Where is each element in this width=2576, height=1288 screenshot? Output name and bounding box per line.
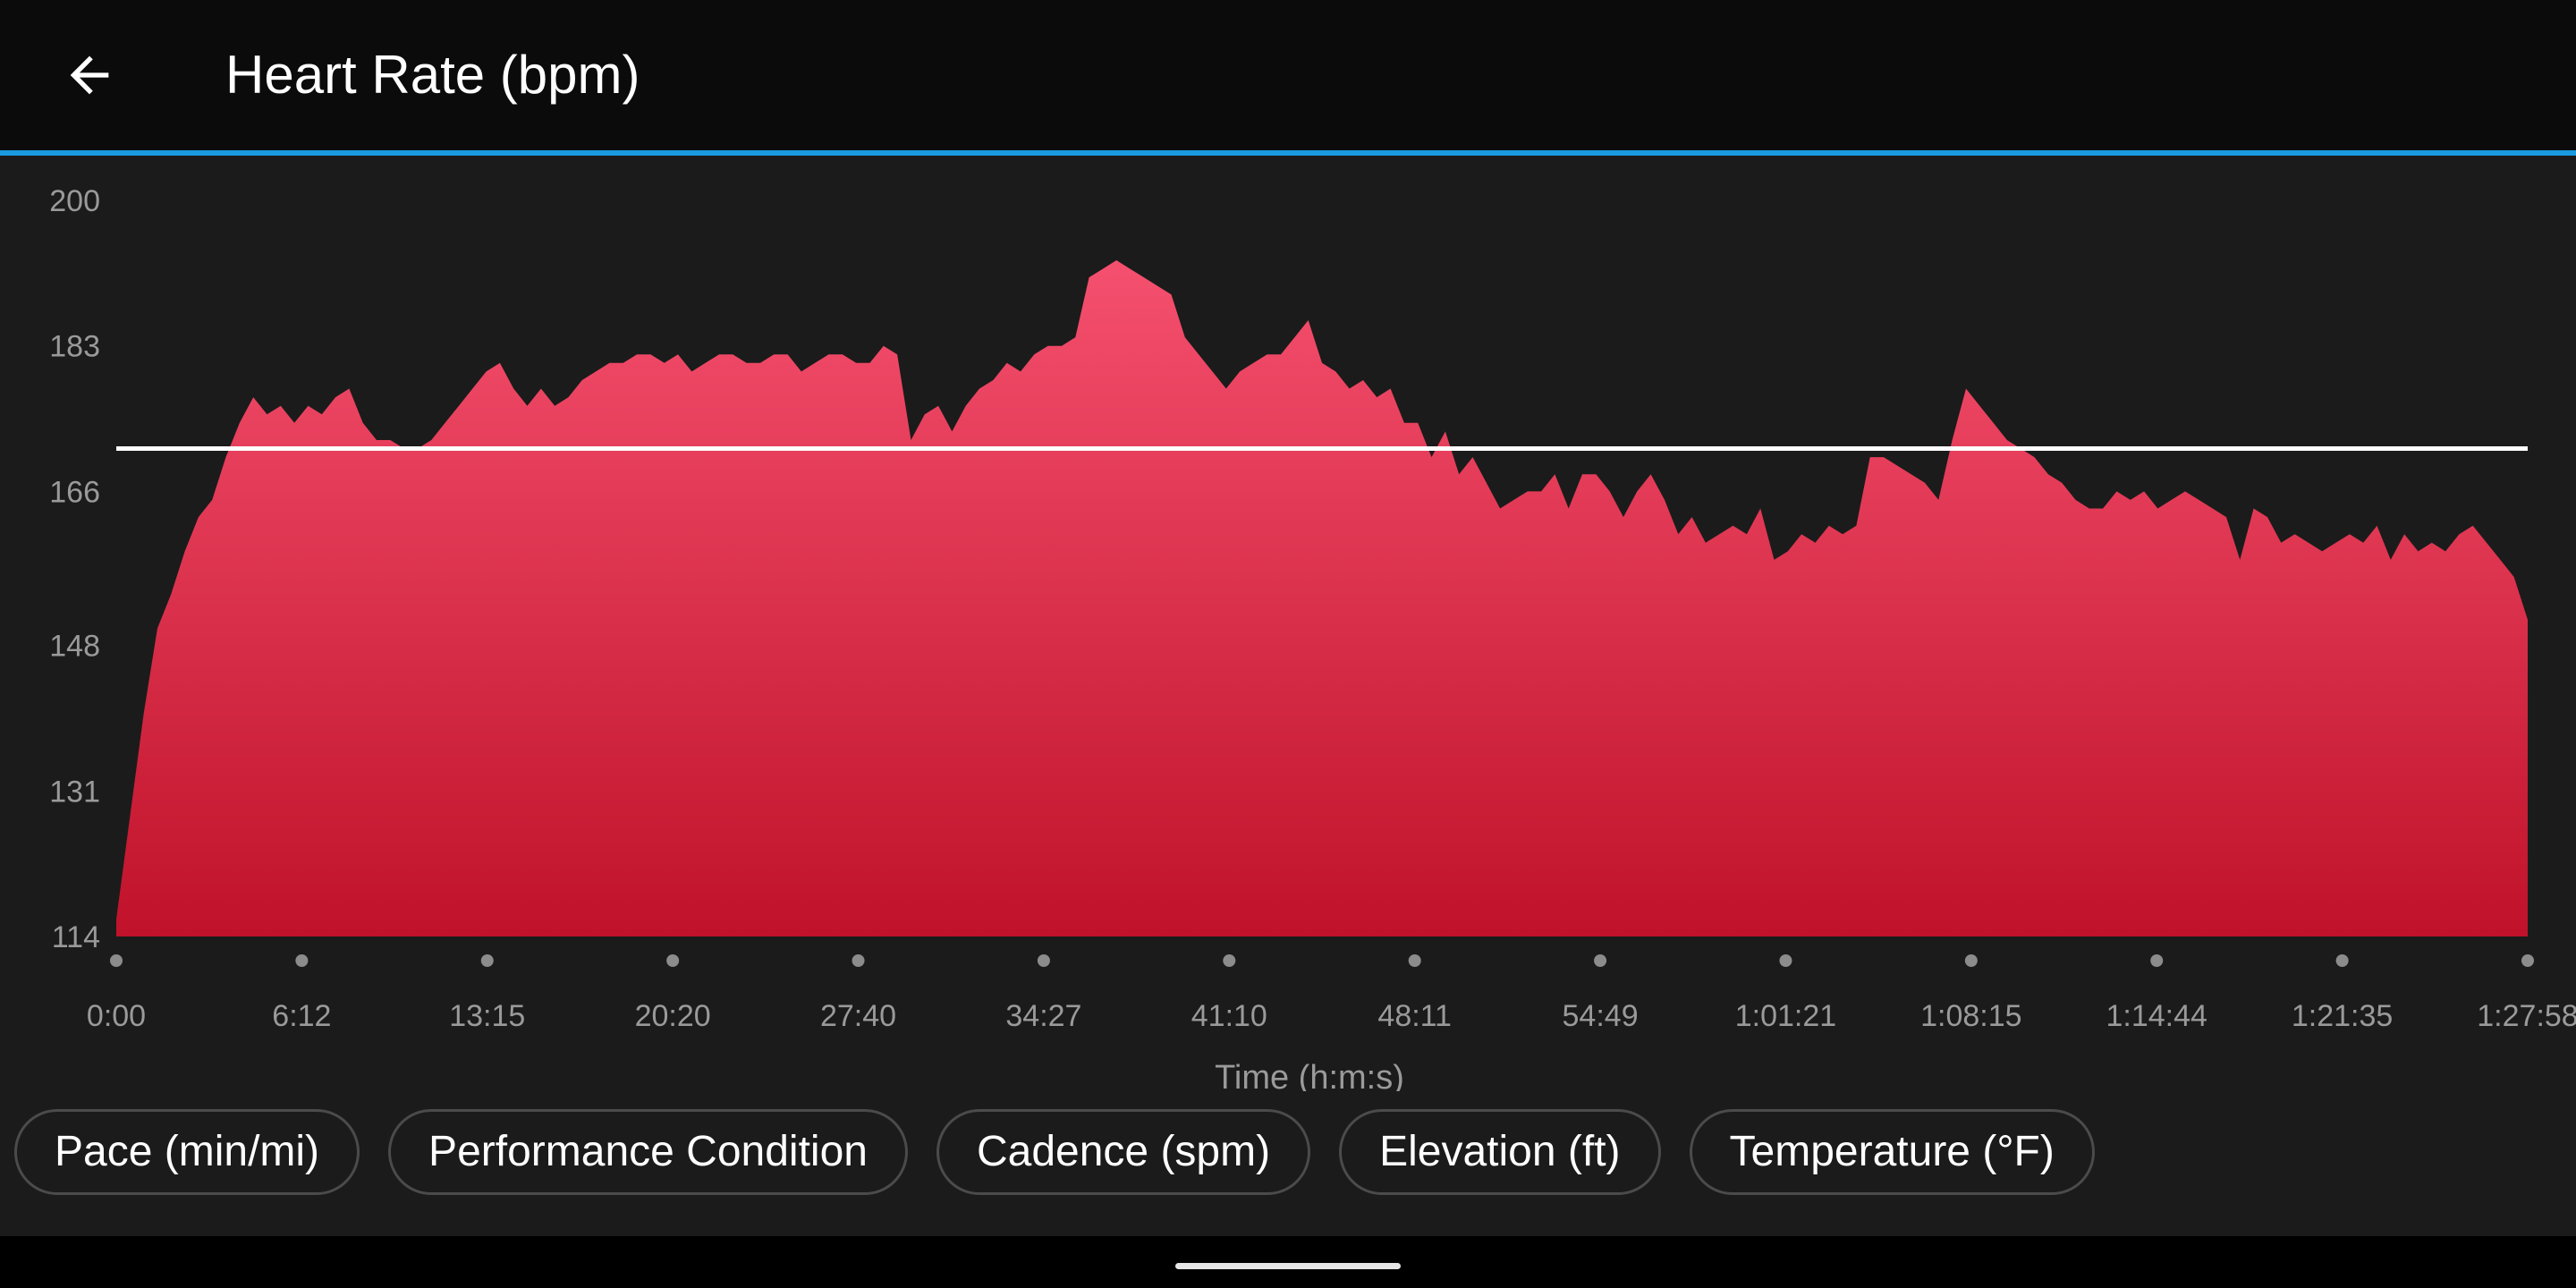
x-tick-label: 0:00 [87,999,146,1033]
y-tick-label: 148 [49,630,100,664]
x-tick-dot [1964,954,1978,967]
heart-rate-chart: 200 183 166 148 131 114 0:00 6:12 13:15 20:20 27:… [49,184,2576,1091]
x-tick-dot [2335,954,2349,967]
x-tick-label: 6:12 [272,999,331,1033]
accent-divider [0,150,2576,156]
x-tick-label: 48:11 [1377,999,1452,1033]
x-tick-label: 1:21:35 [2292,999,2393,1033]
y-tick-label: 131 [49,775,100,809]
chip-elevation[interactable]: Elevation (ft) [1339,1109,1661,1195]
arrow-left-icon [70,55,109,95]
home-gesture-handle[interactable] [1175,1263,1401,1269]
x-tick-label: 20:20 [635,999,711,1033]
chip-temperature[interactable]: Temperature (°F) [1689,1109,2095,1195]
x-axis-title: Time (h:m:s) [1215,1059,1404,1091]
x-tick-label: 27:40 [820,999,896,1033]
x-tick-label: 1:27:58 [2477,999,2576,1033]
y-tick-label: 114 [52,920,100,954]
page-title: Heart Rate (bpm) [225,45,640,105]
x-tick-label: 54:49 [1563,999,1639,1033]
x-tick-dot [1408,954,1421,967]
x-tick-label: 41:10 [1191,999,1267,1033]
x-tick-label: 1:14:44 [2106,999,2207,1033]
system-nav-bar [0,1236,2576,1288]
chip-cadence[interactable]: Cadence (spm) [936,1109,1311,1195]
x-tick-label: 1:08:15 [1920,999,2021,1033]
y-tick-label: 166 [49,475,100,509]
x-tick-dot [480,954,494,967]
x-tick-label: 34:27 [1005,999,1081,1033]
x-tick-dot [110,954,123,967]
x-tick-dot [1779,954,1792,967]
y-tick-label: 183 [49,330,100,364]
chip-pace[interactable]: Pace (min/mi) [14,1109,360,1195]
x-tick-dot [666,954,680,967]
x-tick-dot [1223,954,1236,967]
x-tick-dot [295,954,309,967]
metric-chips: Pace (min/mi) Performance Condition Cade… [14,1109,2095,1199]
chip-performance-condition[interactable]: Performance Condition [388,1109,908,1195]
x-tick-dot [852,954,865,967]
x-tick-dot [2150,954,2164,967]
x-tick-dot [1594,954,1607,967]
app-bar: Heart Rate (bpm) [0,0,2576,156]
x-tick-dot [2521,954,2534,967]
x-tick-dot [1037,954,1050,967]
x-tick-label: 1:01:21 [1735,999,1836,1033]
x-tick-label: 13:15 [449,999,525,1033]
heart-rate-area [116,260,2528,936]
y-tick-label: 200 [49,184,100,218]
back-button[interactable] [50,36,129,114]
